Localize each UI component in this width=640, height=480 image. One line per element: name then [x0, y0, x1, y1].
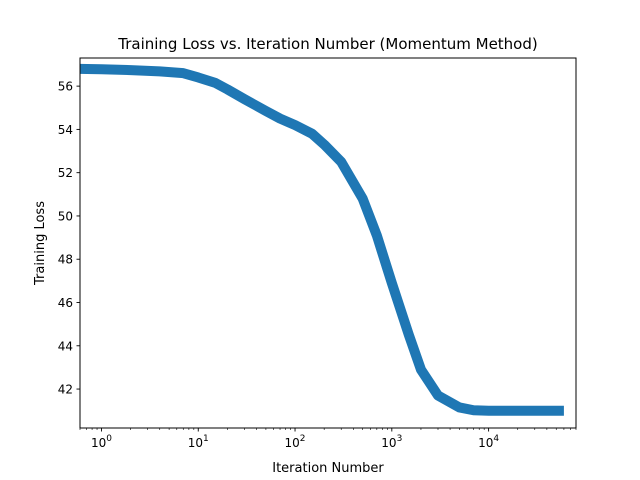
- y-tick-label: 42: [58, 383, 73, 397]
- x-tick-label: 103: [381, 434, 402, 450]
- x-tick-label: 101: [188, 434, 209, 450]
- x-axis-label: Iteration Number: [272, 461, 384, 476]
- x-axis: 100 101 102 103 104: [79, 428, 577, 450]
- y-tick-label: 50: [58, 209, 73, 223]
- x-tick-label: 102: [285, 434, 306, 450]
- y-axis-label: Training Loss: [33, 201, 48, 286]
- y-tick-label: 48: [58, 253, 73, 267]
- series-line-0: [80, 63, 564, 416]
- x-tick-label: 100: [91, 434, 112, 450]
- y-tick-label: 44: [58, 339, 73, 353]
- x-tick-label: 104: [478, 434, 499, 450]
- series-layer: [80, 63, 564, 416]
- plot-frame: [79, 57, 577, 429]
- y-tick-label: 54: [58, 123, 73, 137]
- y-tick-label: 56: [58, 80, 73, 94]
- y-tick-label: 52: [58, 166, 73, 180]
- y-axis: 42 44 46 48 50 52 54 56: [58, 80, 80, 397]
- chart-title: Training Loss vs. Iteration Number (Mome…: [117, 35, 537, 53]
- y-tick-label: 46: [58, 296, 73, 310]
